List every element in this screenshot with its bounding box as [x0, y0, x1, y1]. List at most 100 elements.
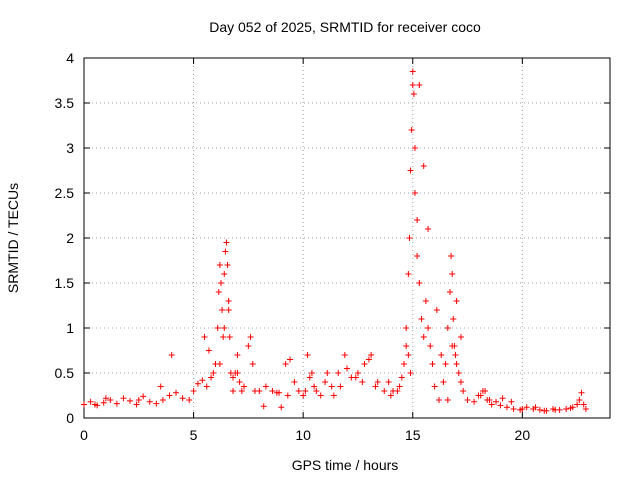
- data-point: [194, 380, 201, 387]
- data-point: [510, 406, 517, 412]
- data-point: [425, 325, 432, 331]
- data-point: [208, 374, 215, 381]
- data-point: [497, 402, 504, 409]
- data-point: [240, 383, 247, 390]
- data-point: [436, 397, 443, 403]
- data-point: [408, 127, 415, 133]
- data-point: [166, 392, 173, 399]
- data-point: [385, 379, 392, 385]
- data-point: [269, 388, 276, 394]
- data-point: [205, 347, 212, 354]
- data-point: [220, 334, 227, 340]
- data-point: [418, 316, 425, 322]
- data-point: [186, 397, 193, 403]
- x-tick-label: 15: [405, 427, 421, 443]
- data-point: [482, 388, 489, 394]
- data-point: [302, 388, 309, 394]
- y-axis-label: SRMTID / TECUs: [5, 183, 21, 293]
- data-point: [221, 325, 228, 331]
- data-point: [365, 356, 372, 363]
- data-point: [447, 289, 454, 295]
- data-point: [324, 370, 331, 376]
- data-point: [87, 398, 94, 405]
- data-point: [405, 271, 412, 277]
- data-point: [508, 398, 515, 405]
- data-point: [133, 401, 140, 408]
- data-point: [578, 389, 585, 396]
- data-point: [453, 298, 460, 304]
- data-point: [354, 370, 361, 376]
- data-point: [214, 325, 221, 331]
- data-point: [146, 398, 153, 405]
- data-point: [499, 395, 506, 402]
- data-point: [457, 334, 464, 340]
- data-point: [381, 388, 388, 394]
- data-point: [221, 271, 228, 277]
- x-axis: 0 5 10 15 20: [80, 58, 530, 443]
- y-tick-label: 1.5: [55, 275, 75, 291]
- data-point: [425, 226, 432, 232]
- data-point: [486, 397, 493, 403]
- data-point: [328, 383, 335, 390]
- data-point: [400, 361, 407, 367]
- data-point: [306, 374, 313, 381]
- data-point: [440, 379, 447, 385]
- y-axis: 0 0.5 1 1.5 2 2.5 3 3.5 4: [55, 50, 610, 426]
- data-point: [427, 343, 434, 349]
- data-point: [574, 401, 581, 408]
- y-tick-label: 3: [66, 140, 74, 156]
- data-point: [135, 397, 142, 403]
- data-point: [438, 352, 445, 358]
- y-tick-label: 0: [66, 410, 74, 426]
- data-point: [304, 352, 311, 358]
- data-points: [81, 68, 589, 414]
- data-point: [260, 403, 267, 410]
- data-point: [411, 190, 418, 196]
- y-tick-label: 0.5: [55, 365, 75, 381]
- data-point: [295, 388, 302, 394]
- data-point: [455, 370, 462, 376]
- data-point: [448, 253, 455, 259]
- data-point: [335, 370, 342, 376]
- data-point: [452, 352, 459, 358]
- data-point: [409, 82, 416, 88]
- data-point: [159, 397, 166, 403]
- y-tick-label: 2.5: [55, 185, 75, 201]
- data-point: [503, 404, 510, 411]
- data-point: [450, 316, 457, 322]
- data-point: [372, 383, 379, 390]
- data-point: [536, 406, 543, 413]
- data-point: [179, 395, 186, 402]
- data-point: [217, 280, 224, 286]
- data-point: [100, 399, 107, 406]
- data-point: [308, 370, 315, 376]
- data-point: [405, 352, 412, 358]
- data-point: [420, 334, 427, 340]
- data-point: [238, 388, 245, 394]
- data-point: [416, 82, 423, 88]
- data-point: [387, 392, 394, 399]
- data-point: [262, 383, 269, 390]
- data-point: [580, 401, 587, 408]
- data-point: [403, 325, 410, 331]
- data-point: [102, 395, 109, 402]
- data-point: [390, 388, 397, 394]
- data-point: [216, 262, 223, 268]
- data-point: [457, 379, 464, 385]
- data-point: [407, 370, 414, 376]
- data-point: [420, 163, 427, 169]
- data-point: [409, 68, 416, 75]
- data-point: [210, 370, 217, 376]
- data-point: [140, 393, 147, 400]
- data-point: [359, 379, 366, 385]
- data-point: [226, 334, 233, 340]
- data-point: [291, 379, 298, 385]
- data-point: [414, 253, 421, 259]
- data-point: [552, 406, 559, 413]
- y-tick-label: 1: [66, 320, 74, 336]
- data-point: [223, 239, 230, 246]
- data-point: [313, 388, 320, 394]
- data-point: [230, 388, 237, 394]
- data-point: [203, 383, 210, 390]
